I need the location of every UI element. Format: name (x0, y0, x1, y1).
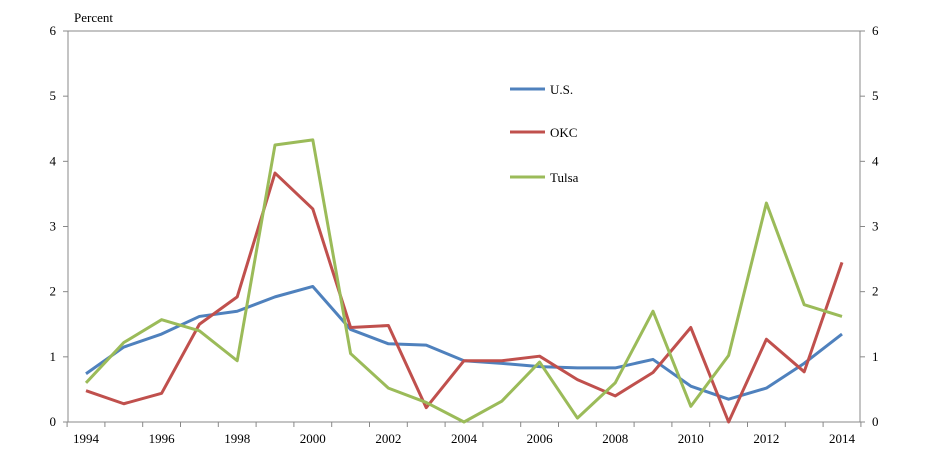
y-tick-label-right: 2 (872, 284, 879, 299)
plot-frame (67, 30, 861, 423)
y-axis-label: Percent (74, 10, 113, 25)
y-tick-label-left: 5 (50, 88, 57, 103)
x-tick-label: 2012 (753, 431, 779, 446)
y-tick-label-right: 0 (872, 414, 879, 429)
x-tick-label: 2004 (451, 431, 478, 446)
y-tick-label-right: 1 (872, 349, 879, 364)
y-tick-label-left: 2 (50, 284, 57, 299)
y-tick-label-right: 6 (872, 23, 879, 38)
y-tick-label-left: 0 (50, 414, 57, 429)
y-tick-label-left: 6 (50, 23, 57, 38)
y-tick-label-right: 3 (872, 219, 879, 234)
x-tick-label: 2010 (678, 431, 704, 446)
x-tick-label: 1996 (149, 431, 176, 446)
x-tick-label: 2006 (527, 431, 554, 446)
x-tick-label: 2000 (300, 431, 326, 446)
series-line-tulsa (84, 138, 843, 424)
x-tick-label: 2008 (602, 431, 628, 446)
y-tick-label-left: 3 (50, 219, 57, 234)
x-tick-label: 1994 (73, 431, 100, 446)
x-tick-label: 1998 (224, 431, 250, 446)
y-tick-label-right: 5 (872, 88, 879, 103)
legend-label: U.S. (550, 82, 573, 97)
y-tick-label-right: 4 (872, 153, 879, 168)
y-tick-label-left: 1 (50, 349, 57, 364)
legend-label: Tulsa (550, 170, 579, 185)
series-line-okc (85, 171, 844, 424)
legend-label: OKC (550, 125, 577, 140)
x-tick-label: 2014 (829, 431, 856, 446)
y-tick-label-left: 4 (50, 153, 57, 168)
x-tick-label: 2002 (375, 431, 401, 446)
series-line-us (85, 284, 843, 401)
